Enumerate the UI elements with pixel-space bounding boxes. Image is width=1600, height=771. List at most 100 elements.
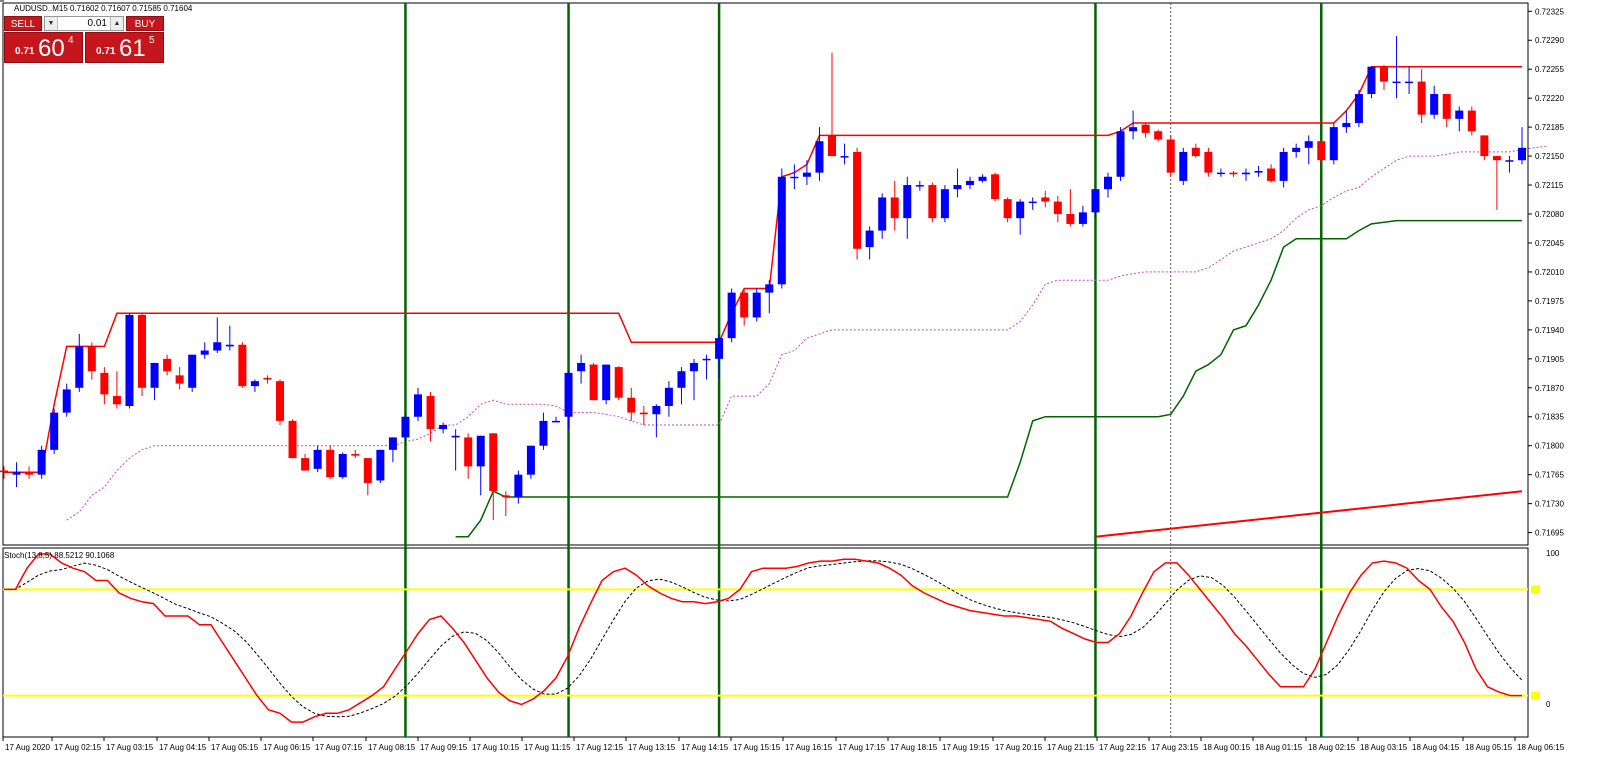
time-tick-label: 18 Aug 06:15 (1517, 743, 1565, 752)
candle-body (1141, 124, 1150, 133)
candle (702, 354, 711, 380)
candle-body (225, 344, 234, 347)
candle (514, 470, 523, 504)
lot-decrease-icon[interactable]: ▼ (45, 17, 58, 30)
candle (652, 404, 661, 438)
lot-increase-icon[interactable]: ▲ (110, 17, 123, 30)
candle (614, 366, 623, 401)
candle-body (1166, 139, 1175, 173)
time-tick-label: 17 Aug 08:15 (368, 743, 416, 752)
time-tick-label: 18 Aug 00:15 (1203, 743, 1251, 752)
candle (388, 437, 397, 463)
candle-body (1216, 172, 1225, 175)
candle-body (263, 377, 272, 380)
candle-body (326, 449, 335, 478)
candle-body (1279, 151, 1288, 181)
candle (1041, 190, 1050, 208)
candle-body (978, 176, 987, 181)
candle-body (740, 292, 749, 318)
candle (1267, 164, 1276, 183)
candle-body (1179, 151, 1188, 181)
candle (690, 358, 698, 401)
sell-price-button[interactable]: 0.71 60 4 (4, 32, 83, 63)
buy-price-prefix: 0.71 (96, 46, 116, 57)
candle-body (188, 354, 197, 388)
candle-body (1518, 147, 1526, 161)
candle-body (0, 470, 8, 473)
candle (1254, 166, 1263, 177)
candle-body (752, 292, 761, 318)
candle-body (1405, 81, 1414, 84)
candle-body (1417, 81, 1426, 115)
time-tick-label: 17 Aug 21:15 (1047, 743, 1095, 752)
candle (1317, 139, 1326, 165)
candle (828, 52, 836, 157)
candle (188, 354, 197, 392)
candle (476, 435, 485, 496)
price-tick-label: 0.72325 (1535, 7, 1564, 16)
candle (313, 445, 322, 473)
lot-value[interactable]: 0.01 (87, 18, 107, 29)
candle (50, 408, 59, 454)
price-tick-label: 0.71835 (1535, 413, 1564, 422)
candle-body (790, 176, 799, 179)
candle-body (1242, 172, 1250, 175)
price-tick-label: 0.71975 (1535, 297, 1564, 306)
candle-body (727, 292, 736, 339)
candle (1204, 147, 1213, 177)
candle (740, 288, 749, 326)
buy-price-sup: 5 (149, 35, 155, 46)
candle-body (1104, 176, 1112, 190)
candle-body (313, 449, 322, 469)
candle (878, 193, 887, 239)
candle (966, 176, 974, 190)
stoch-level-marker (1531, 585, 1540, 594)
candle (175, 367, 184, 390)
candle (426, 391, 435, 442)
candle (1091, 189, 1100, 219)
candle (752, 288, 761, 322)
candle (1191, 143, 1200, 158)
candle (589, 362, 598, 401)
candle (489, 433, 498, 521)
candle-body (514, 474, 523, 498)
candle (37, 445, 46, 479)
candle-body (853, 151, 862, 249)
candle-body (1154, 131, 1163, 140)
buy-price-button[interactable]: 0.71 61 5 (85, 32, 164, 63)
candle-body (1492, 156, 1501, 161)
buy-price-big: 61 (119, 35, 146, 62)
candle (602, 364, 611, 405)
candle-body (664, 387, 673, 406)
candle (125, 313, 134, 409)
stoch-scale-bottom: 0 (1546, 700, 1551, 709)
candle (250, 379, 259, 392)
candle-body (12, 472, 21, 475)
buy-button[interactable]: BUY (126, 16, 164, 31)
candle-body (200, 350, 209, 355)
candle (928, 182, 937, 223)
candle (727, 288, 736, 343)
time-tick-label: 18 Aug 01:15 (1255, 743, 1303, 752)
candle (1518, 127, 1526, 165)
sell-button[interactable]: SELL (4, 16, 42, 31)
candle (853, 147, 862, 260)
lot-size-input[interactable]: ▼ 0.01 ▲ (44, 16, 124, 31)
price-tick-label: 0.72185 (1535, 123, 1564, 132)
candle (1505, 156, 1514, 173)
candle (112, 371, 121, 409)
candle (577, 354, 586, 384)
time-tick-label: 17 Aug 22:15 (1099, 743, 1147, 752)
candle (777, 168, 786, 289)
candle-body (501, 495, 510, 498)
time-tick-label: 17 Aug 11:15 (524, 743, 571, 752)
candle-body (1292, 147, 1301, 152)
candle-body (213, 342, 222, 351)
candle (627, 387, 636, 421)
upper-channel-line (4, 65, 1522, 473)
candle-body (577, 362, 586, 372)
candle (1380, 65, 1388, 90)
price-panel-border (2, 2, 1529, 546)
price-axis: 0.72325 0.72290 0.72255 0.72220 0.72185 0.721… (1528, 7, 1564, 538)
